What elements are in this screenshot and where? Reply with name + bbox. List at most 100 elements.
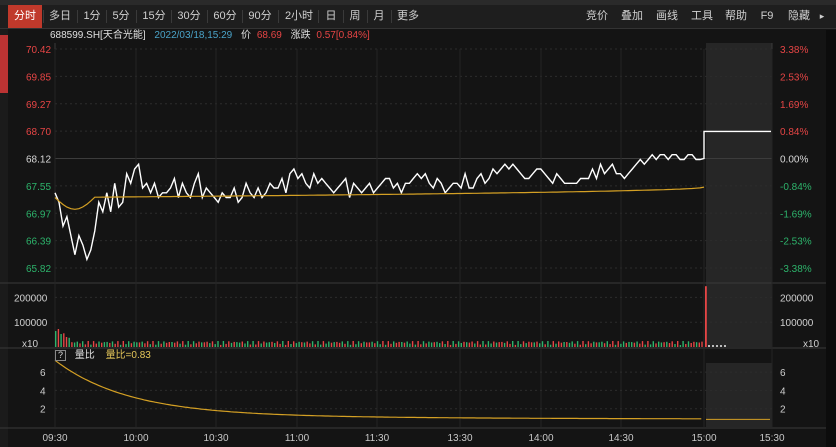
volume-bar <box>260 343 262 347</box>
tab-multi-day[interactable]: 多日 <box>49 10 71 22</box>
volume-bar <box>98 341 100 347</box>
volume-ratio-line <box>54 359 702 420</box>
tab-2hour[interactable]: 2小时 <box>284 10 314 22</box>
volume-bar <box>311 341 314 347</box>
volume-bar <box>160 343 162 347</box>
tab-month[interactable]: 月 <box>373 10 385 22</box>
tab-week[interactable]: 周 <box>349 10 361 22</box>
time-tick-label: 15:00 <box>691 433 716 444</box>
ratio-tick-label: 2 <box>780 405 786 416</box>
tools-button[interactable]: 工具 <box>691 10 713 22</box>
ratio-tick-label: 2 <box>40 405 46 416</box>
volume-bar <box>228 341 230 347</box>
auction-button[interactable]: 竞价 <box>586 10 608 22</box>
volume-bar <box>109 342 111 347</box>
volume-bar <box>338 342 341 347</box>
volume-bar <box>647 341 649 347</box>
tab-more[interactable]: 更多 <box>397 10 419 22</box>
volume-bar <box>406 341 408 347</box>
volume-bar <box>168 342 170 347</box>
draw-line-button[interactable]: 画线 <box>656 10 678 22</box>
volume-bar <box>641 341 644 347</box>
volume-bar <box>393 341 395 347</box>
volume-bar <box>701 341 703 347</box>
tab-15min[interactable]: 15分 <box>142 10 166 22</box>
overlay-button[interactable]: 叠加 <box>621 10 643 22</box>
price-value: 68.69 <box>256 30 282 41</box>
volume-bar <box>506 341 508 347</box>
volume-bar <box>649 344 652 347</box>
volume-bar <box>601 341 603 347</box>
volume-bar <box>517 341 519 347</box>
tab-60min[interactable]: 60分 <box>213 10 237 22</box>
volume-bar <box>687 341 690 347</box>
rail-tab-intraday[interactable] <box>0 35 8 93</box>
volume-bar <box>503 342 506 347</box>
volume-bar <box>685 344 687 347</box>
volume-bar-after <box>708 345 710 347</box>
volume-bar <box>574 343 576 347</box>
f9-button[interactable]: F9 <box>760 10 774 22</box>
help-icon[interactable]: ? <box>55 349 66 361</box>
tab-1min[interactable]: 1分 <box>83 10 101 22</box>
tab-day[interactable]: 日 <box>325 10 337 22</box>
volume-bar <box>390 343 392 347</box>
tab-30min[interactable]: 30分 <box>177 10 201 22</box>
tab-5min[interactable]: 5分 <box>112 10 130 22</box>
pct-tick-label: 1.69% <box>780 100 808 111</box>
volume-bar <box>276 341 279 347</box>
volume-bar <box>585 344 587 347</box>
time-tick-label: 09:30 <box>42 433 67 444</box>
time-tick-label: 10:30 <box>203 433 228 444</box>
price-tick-label: 65.82 <box>26 264 51 275</box>
price-tick-label: 70.42 <box>26 45 51 56</box>
volume-bar <box>347 341 349 347</box>
right-edge-scrollbar[interactable] <box>826 30 836 447</box>
volume-bar <box>330 342 333 347</box>
volume-bar <box>171 342 173 347</box>
pct-tick-label: -1.69% <box>780 209 812 220</box>
volume-bar <box>644 344 646 347</box>
toolbar-divider <box>391 10 392 23</box>
ratio-indicator-name[interactable]: 量比 <box>74 350 95 361</box>
volume-bar <box>698 342 700 347</box>
volume-bar <box>533 342 535 347</box>
volume-bar <box>73 342 76 347</box>
volume-bar <box>590 343 592 347</box>
tab-90min[interactable]: 90分 <box>248 10 272 22</box>
volume-bar <box>474 343 476 347</box>
volume-bar <box>182 341 184 347</box>
price-line <box>54 130 771 262</box>
volume-bar <box>512 341 514 347</box>
volume-bar <box>374 343 376 347</box>
volume-bar <box>658 341 660 347</box>
volume-bar <box>495 342 498 347</box>
hide-button[interactable]: 隐藏 <box>788 10 810 22</box>
volume-bar <box>371 341 373 347</box>
volume-bar <box>663 342 665 347</box>
volume-bar <box>136 342 138 347</box>
help-button[interactable]: 帮助 <box>725 10 747 22</box>
volume-bar <box>82 341 84 347</box>
volume-bar <box>141 341 143 347</box>
volume-bar <box>468 342 471 347</box>
pct-tick-label: -2.53% <box>780 237 812 248</box>
volume-bar <box>660 342 663 347</box>
volume-bar <box>525 343 527 347</box>
ratio-tick-label: 6 <box>780 368 786 379</box>
volume-bar <box>376 341 379 347</box>
period-toolbar: 分时 多日 1分 5分 15分 30分 60分 90分 2小时 日 周 月 更多… <box>0 5 836 29</box>
hide-arrow-icon[interactable]: ▸ <box>819 11 825 21</box>
toolbar-divider <box>43 10 44 23</box>
volume-bar <box>119 344 122 347</box>
volume-bar <box>274 343 276 347</box>
pct-tick-label: 0.00% <box>780 155 808 166</box>
volume-bar <box>152 341 154 347</box>
change-value: 0.57[0.84%] <box>316 30 370 41</box>
volume-bar <box>60 334 62 347</box>
tab-intraday[interactable]: 分时 <box>8 5 42 28</box>
volume-bar <box>84 344 87 347</box>
volume-bar <box>222 341 225 347</box>
volume-bar <box>128 341 130 347</box>
